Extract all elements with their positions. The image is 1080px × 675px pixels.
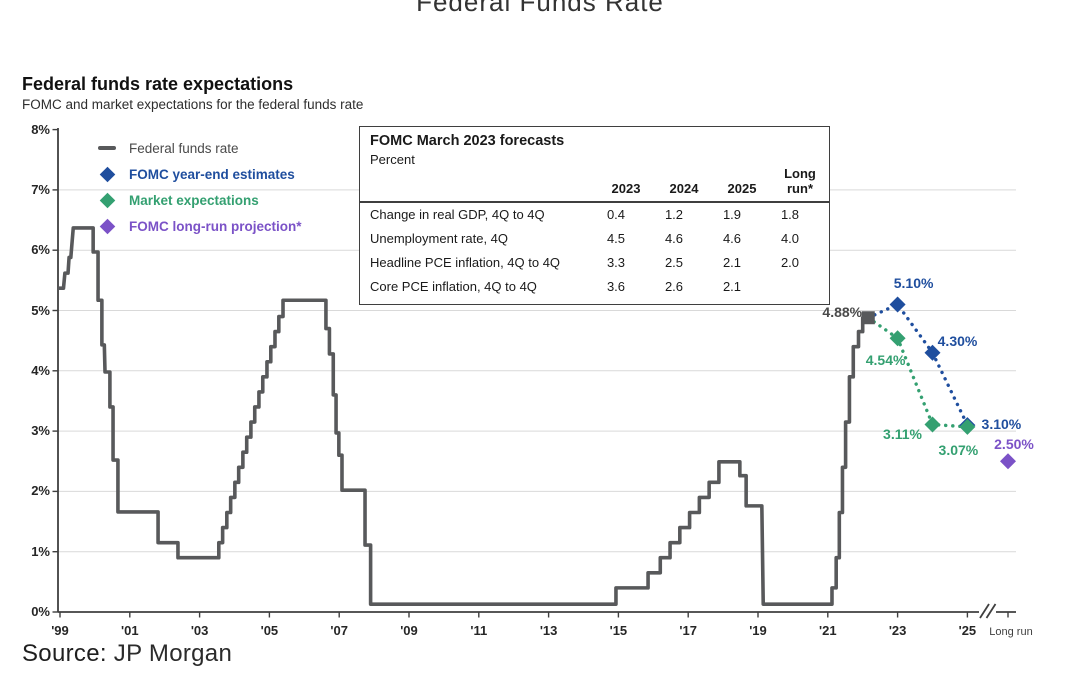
current-rate-square-marker: [861, 311, 875, 325]
legend-item-fomc-long-run: FOMC long-run projection*: [96, 213, 301, 239]
y-tick-label: 0%: [31, 604, 50, 619]
table-row: Headline PCE inflation, 4Q to 4Q 3.3 2.5…: [360, 251, 829, 275]
table-cell: 0.4: [606, 207, 626, 223]
table-cell: 3.6: [606, 279, 626, 295]
legend-label: FOMC year-end estimates: [129, 166, 295, 182]
table-cell: 4.6: [722, 231, 742, 247]
table-cell: 1.9: [722, 207, 742, 223]
x-tick-label: '09: [400, 623, 418, 638]
y-tick-label: 2%: [31, 483, 50, 499]
x-tick-label: '15: [609, 623, 628, 638]
source-value: JP Morgan: [113, 640, 233, 667]
column-header: Long run*: [784, 166, 816, 196]
table-header: FOMC March 2023 forecasts Percent 2023 2…: [360, 127, 829, 201]
y-tick-label: 1%: [31, 543, 50, 559]
data-label: 3.11%: [883, 426, 922, 443]
table-cell: 2.5: [664, 255, 684, 271]
x-tick-label: '21: [819, 623, 837, 638]
source-label: Source:: [22, 640, 107, 667]
table-cell: 4.0: [780, 231, 800, 247]
table-cell: 3.3: [606, 255, 626, 271]
table-subtitle: Percent: [370, 152, 415, 167]
x-tick-label: '11: [470, 623, 488, 638]
data-label: 4.54%: [865, 352, 906, 369]
blue-diamond-icon: [96, 166, 118, 182]
y-tick-label: 6%: [31, 242, 50, 258]
legend-label: FOMC long-run projection*: [129, 218, 302, 234]
fed-funds-line: [57, 226, 869, 606]
row-label: Change in real GDP, 4Q to 4Q: [370, 207, 545, 223]
x-tick-label: '25: [958, 623, 977, 638]
x-tick-label: '13: [539, 623, 558, 638]
purple-diamond-icon: [96, 218, 118, 234]
x-tick-label: '03: [190, 623, 209, 638]
x-tick-label: '17: [679, 623, 697, 638]
y-tick-label: 4%: [31, 362, 50, 378]
table-cell: 1.2: [664, 207, 684, 223]
data-label: 4.30%: [937, 332, 978, 349]
legend-item-fomc-year-end: FOMC year-end estimates: [96, 161, 301, 187]
data-label: 3.10%: [981, 416, 1022, 433]
table-cell: 4.6: [664, 231, 684, 247]
column-header: 2025: [727, 180, 757, 196]
column-header: 2024: [669, 180, 699, 196]
green-diamond-icon: [96, 192, 118, 208]
chart-legend: Federal funds rate FOMC year-end estimat…: [96, 135, 301, 239]
y-tick-label: 5%: [31, 302, 50, 318]
y-tick-label: 7%: [31, 181, 50, 197]
diamond-marker: [1000, 453, 1016, 470]
diamond-marker: [924, 344, 941, 361]
y-tick-label: 8%: [31, 121, 50, 137]
current-rate-label: 4.88%: [822, 303, 863, 320]
page-title: Federal Funds Rate: [416, 0, 664, 17]
diamond-marker: [924, 416, 941, 433]
diamond-marker: [959, 418, 976, 435]
row-label: Headline PCE inflation, 4Q to 4Q: [370, 255, 561, 271]
table-cell: 2.1: [722, 255, 742, 271]
axis-break-icon: [979, 603, 990, 619]
x-tick-label: '07: [330, 623, 348, 638]
table-cell: 1.8: [780, 207, 800, 223]
x-tick-label: '23: [888, 623, 907, 638]
x-tick-label: '01: [121, 623, 139, 638]
legend-item-market-expectations: Market expectations: [96, 187, 301, 213]
legend-item-federal-funds-rate: Federal funds rate: [96, 135, 301, 161]
table-row: Core PCE inflation, 4Q to 4Q 3.6 2.6 2.1: [360, 275, 829, 299]
data-label: 2.50%: [994, 436, 1034, 453]
gray-dash-icon: [96, 146, 118, 150]
table-cell: 4.5: [606, 231, 626, 247]
table-row: Unemployment rate, 4Q 4.5 4.6 4.6 4.0: [360, 227, 829, 251]
chart-subtitle: FOMC and market expectations for the fed…: [22, 97, 364, 112]
axis-break-icon: [985, 603, 997, 619]
legend-label: Federal funds rate: [129, 140, 239, 156]
table-cell: 2.0: [780, 255, 800, 271]
chart-title: Federal funds rate expectations: [22, 74, 294, 94]
table-cell: 2.1: [722, 279, 742, 295]
fomc-forecast-table: FOMC March 2023 forecasts Percent 2023 2…: [359, 126, 830, 305]
table-cell: 2.6: [664, 279, 684, 295]
x-tick-label: '05: [260, 623, 279, 638]
data-label: 3.07%: [938, 441, 979, 458]
table-row: Change in real GDP, 4Q to 4Q 0.4 1.2 1.9…: [360, 203, 829, 227]
legend-label: Market expectations: [129, 192, 259, 208]
y-tick-label: 3%: [31, 423, 50, 439]
row-label: Core PCE inflation, 4Q to 4Q: [370, 279, 537, 295]
diamond-marker: [889, 296, 906, 313]
source-note: Source: JP Morgan: [22, 640, 232, 668]
x-tick-label: Long run: [989, 626, 1033, 638]
table-title: FOMC March 2023 forecasts: [370, 133, 565, 149]
x-tick-label: '19: [749, 623, 767, 638]
x-tick-label: '99: [51, 623, 69, 638]
column-header: 2023: [611, 180, 641, 196]
row-label: Unemployment rate, 4Q: [370, 231, 509, 247]
diamond-marker: [889, 330, 906, 347]
data-label: 5.10%: [893, 275, 934, 292]
